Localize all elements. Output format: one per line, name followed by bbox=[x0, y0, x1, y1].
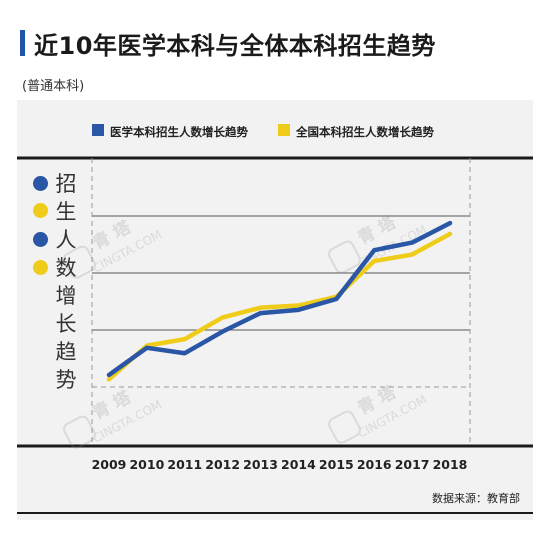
legend-label-national: 全国本科招生人数增长趋势 bbox=[296, 125, 434, 139]
data-source: 数据来源：教育部 bbox=[432, 492, 520, 505]
chart-subtitle: (普通本科) bbox=[22, 79, 85, 94]
x-tick-label: 2012 bbox=[205, 457, 240, 472]
watermark-logo-icon bbox=[63, 415, 96, 449]
watermark-logo-icon bbox=[328, 410, 361, 444]
vertical-title-char: 人 bbox=[55, 228, 77, 252]
x-tick-label: 2014 bbox=[281, 457, 316, 472]
grid-lines bbox=[17, 156, 533, 448]
vertical-title-char: 趋 bbox=[55, 340, 77, 364]
legend-label-medical: 医学本科招生人数增长趋势 bbox=[110, 125, 248, 139]
decorative-dot-blue bbox=[33, 232, 48, 247]
x-tick-label: 2013 bbox=[243, 457, 278, 472]
x-tick-label: 2016 bbox=[357, 457, 392, 472]
vertical-title-char: 增 bbox=[55, 284, 77, 308]
vertical-title-char: 势 bbox=[55, 368, 77, 392]
vertical-title: 招 生 人 数 增 长 趋 势 bbox=[52, 170, 80, 394]
watermark-logo-icon bbox=[328, 240, 361, 274]
x-tick-label: 2015 bbox=[319, 457, 354, 472]
vertical-title-char: 招 bbox=[55, 172, 77, 196]
series-line-medical bbox=[106, 220, 453, 378]
x-tick-labels: 2009 2010 2011 2012 2013 2014 2015 2016 2017 2018 bbox=[92, 457, 468, 472]
chart-title: 近10年医学本科与全体本科招生趋势 bbox=[34, 32, 436, 60]
series-lines bbox=[106, 220, 453, 382]
vertical-title-char: 数 bbox=[55, 256, 77, 280]
decorative-dot-blue bbox=[33, 176, 48, 191]
x-tick-label: 2011 bbox=[167, 457, 202, 472]
vertical-title-char: 长 bbox=[55, 312, 77, 336]
x-tick-label: 2009 bbox=[92, 457, 127, 472]
decorative-dot-yellow bbox=[33, 203, 48, 218]
legend-swatch-medical bbox=[92, 124, 104, 136]
x-tick-label: 2018 bbox=[433, 457, 468, 472]
x-tick-label: 2010 bbox=[129, 457, 164, 472]
vertical-title-char: 生 bbox=[55, 200, 77, 224]
bottom-divider bbox=[17, 512, 533, 514]
decorative-dot-yellow bbox=[33, 260, 48, 275]
legend-swatch-national bbox=[278, 124, 290, 136]
x-tick-label: 2017 bbox=[395, 457, 430, 472]
watermark-logo-icon bbox=[63, 245, 96, 279]
title-accent-bar bbox=[20, 30, 25, 56]
series-line-national bbox=[106, 231, 453, 382]
